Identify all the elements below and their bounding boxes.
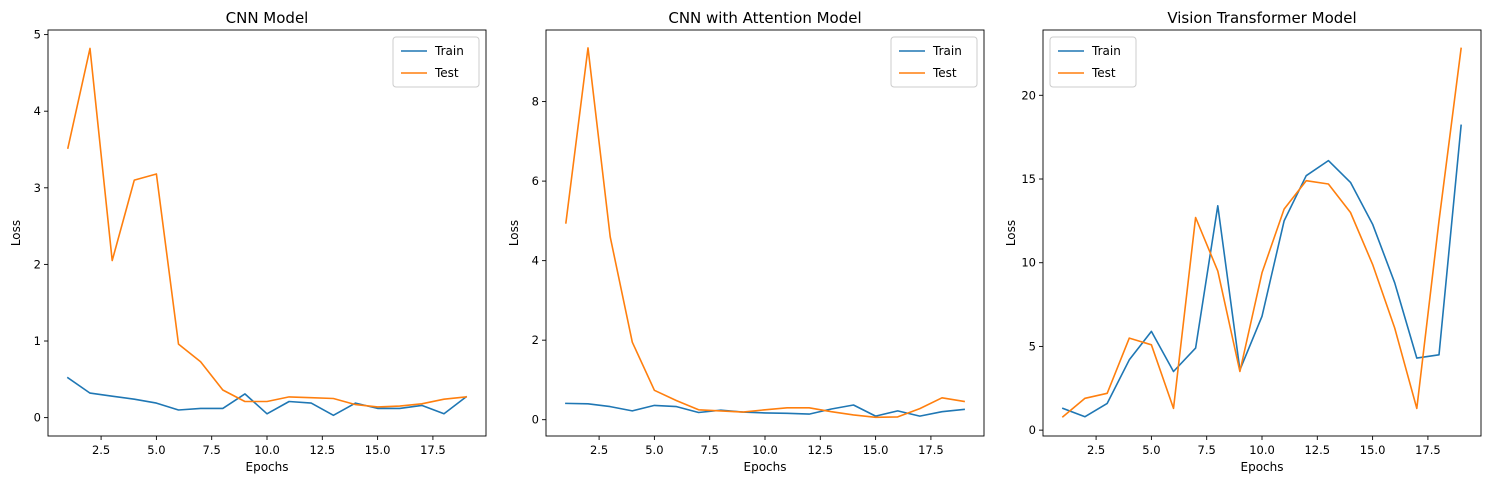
y-tick-label: 0 — [532, 413, 539, 427]
legend-label-train: Train — [434, 44, 464, 58]
series-line-test — [565, 47, 966, 419]
legend-box — [1049, 36, 1137, 88]
x-tick-label: 17.5 — [1415, 443, 1441, 457]
legend-box — [890, 36, 978, 88]
x-tick-label: 7.5 — [203, 443, 221, 457]
legend-label-test: Test — [434, 66, 459, 80]
x-tick-label: 12.5 — [1304, 443, 1330, 457]
x-axis-label: Epochs — [744, 460, 787, 474]
y-tick-label: 10 — [1021, 256, 1036, 270]
series-line-train — [565, 402, 965, 417]
legend-label-train: Train — [932, 44, 962, 58]
legend-box — [392, 36, 480, 88]
x-tick-label: 2.5 — [590, 443, 608, 457]
x-tick-label: 12.5 — [807, 443, 833, 457]
legend-label-test: Test — [932, 66, 957, 80]
y-tick-label: 4 — [34, 104, 41, 118]
y-tick-label: 5 — [1029, 339, 1036, 353]
y-tick-label: 4 — [532, 254, 539, 268]
series-line-train — [1061, 124, 1462, 418]
legend: Train Test — [890, 36, 978, 88]
y-tick-label: 6 — [532, 174, 539, 188]
chart-title: CNN Model — [226, 9, 309, 27]
x-tick-label: 15.0 — [1360, 443, 1386, 457]
y-tick-label: 1 — [34, 334, 41, 348]
legend: Train Test — [1049, 36, 1137, 88]
x-tick-label: 10.0 — [752, 443, 778, 457]
subplot-2: 2.5 5.0 7.5 10.0 12.5 15.0 17.5 0 2 4 6 8 CNN with A… — [507, 9, 985, 474]
y-axis-label: Loss — [9, 220, 23, 246]
x-tick-label: 2.5 — [92, 443, 110, 457]
x-tick-label: 17.5 — [918, 443, 944, 457]
subplot-3: 2.5 5.0 7.5 10.0 12.5 15.0 17.5 0 5 10 15 20 Vision … — [1004, 9, 1482, 474]
x-tick-label: 17.5 — [420, 443, 446, 457]
x-tick-label: 15.0 — [863, 443, 889, 457]
y-tick-label: 0 — [34, 411, 41, 425]
x-tick-label: 5.0 — [645, 443, 663, 457]
chart-title: Vision Transformer Model — [1167, 9, 1356, 27]
y-tick-label: 3 — [34, 181, 41, 195]
x-axis-label: Epochs — [246, 460, 289, 474]
chart-title: CNN with Attention Model — [668, 9, 861, 27]
y-tick-label: 0 — [1029, 423, 1036, 437]
x-tick-label: 2.5 — [1087, 443, 1105, 457]
series-line-test — [1061, 47, 1462, 418]
x-tick-label: 5.0 — [147, 443, 165, 457]
legend: Train Test — [392, 36, 480, 88]
x-tick-label: 10.0 — [254, 443, 280, 457]
y-axis-label: Loss — [507, 220, 521, 246]
x-tick-label: 10.0 — [1249, 443, 1275, 457]
x-tick-label: 7.5 — [701, 443, 719, 457]
y-tick-label: 2 — [34, 257, 41, 271]
series-line-test — [66, 47, 467, 408]
x-tick-label: 5.0 — [1142, 443, 1160, 457]
y-axis-label: Loss — [1004, 220, 1018, 246]
x-tick-label: 12.5 — [309, 443, 335, 457]
y-tick-label: 20 — [1021, 88, 1036, 102]
x-tick-label: 15.0 — [365, 443, 391, 457]
y-tick-label: 5 — [34, 28, 41, 42]
x-axis-label: Epochs — [1241, 460, 1284, 474]
y-tick-label: 2 — [532, 333, 539, 347]
series-line-train — [66, 376, 468, 417]
legend-label-train: Train — [1091, 44, 1121, 58]
subplot-1: 2.5 5.0 7.5 10.0 12.5 15.0 17.5 0 1 2 3 4 5 CNN Model… — [9, 9, 487, 474]
y-tick-label: 15 — [1021, 172, 1036, 186]
legend-label-test: Test — [1091, 66, 1116, 80]
y-tick-label: 8 — [532, 95, 539, 109]
x-tick-label: 7.5 — [1198, 443, 1216, 457]
